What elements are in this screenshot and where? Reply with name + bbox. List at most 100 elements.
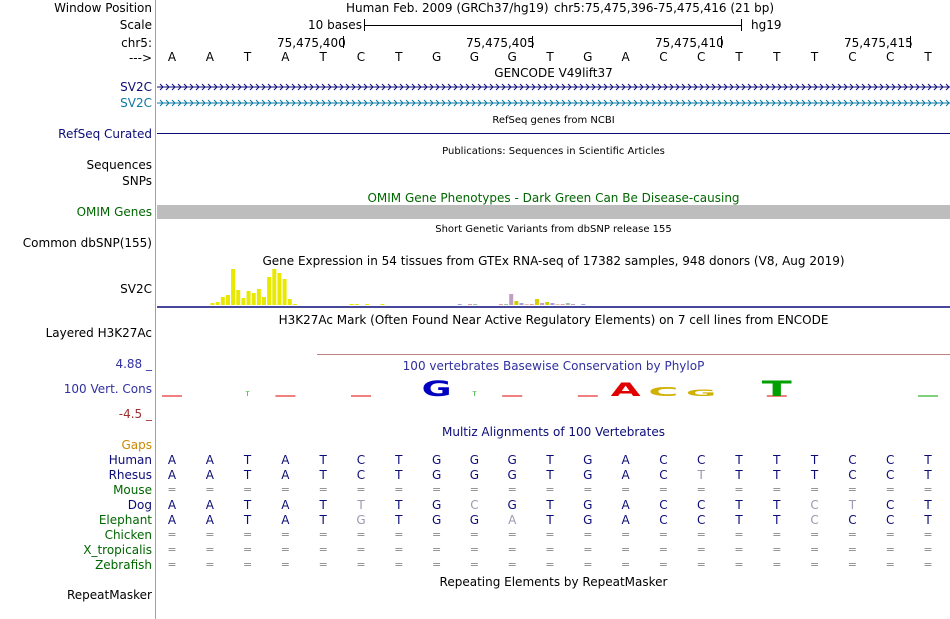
strand-chevron xyxy=(591,83,596,91)
label-cons[interactable]: 100 Vert. Cons xyxy=(63,382,152,396)
species-label[interactable]: Elephant xyxy=(98,513,152,527)
refseq-gene-line[interactable] xyxy=(157,133,950,134)
gtex-tissue-bar[interactable] xyxy=(267,277,272,305)
gtex-tissue-bar[interactable] xyxy=(540,303,545,305)
phylop-logo[interactable]: T TG A C G T xyxy=(157,0,950,420)
species-label[interactable]: Human xyxy=(108,453,152,467)
strand-chevron xyxy=(927,99,932,107)
gtex-tissue-bar[interactable] xyxy=(519,303,524,305)
species-label[interactable]: Dog xyxy=(127,498,152,512)
strand-chevron xyxy=(579,99,584,107)
species-label[interactable]: Rhesus xyxy=(108,468,152,482)
gtex-tissue-bar[interactable] xyxy=(534,299,539,305)
strand-chevron xyxy=(723,83,728,91)
strand-chevron xyxy=(843,83,848,91)
gtex-tissue-bar[interactable] xyxy=(225,295,230,305)
strand-chevron xyxy=(411,83,416,91)
label-snps[interactable]: SNPs xyxy=(122,174,152,188)
gtex-tissue-bar[interactable] xyxy=(457,304,462,305)
strand-chevron xyxy=(423,99,428,107)
gtex-tissue-bar[interactable] xyxy=(215,302,220,305)
strand-chevron xyxy=(729,83,734,91)
strand-chevron xyxy=(909,83,914,91)
gtex-tissue-bar[interactable] xyxy=(220,297,225,305)
strand-chevron xyxy=(303,99,308,107)
alignment-base: = xyxy=(847,528,857,541)
strand-chevron xyxy=(669,99,674,107)
scale-label: 10 bases xyxy=(308,18,362,32)
gtex-tissue-bar[interactable] xyxy=(272,269,277,305)
alignment-base: G xyxy=(469,453,480,467)
label-refseq[interactable]: RefSeq Curated xyxy=(58,127,152,141)
label-omim[interactable]: OMIM Genes xyxy=(76,205,152,219)
gtex-tissue-bar[interactable] xyxy=(468,304,472,305)
gtex-tissue-bar[interactable] xyxy=(236,290,241,305)
gtex-tissue-bar[interactable] xyxy=(210,303,215,305)
species-label[interactable]: Zebrafish xyxy=(95,558,152,572)
gtex-tissue-bar[interactable] xyxy=(262,297,266,305)
gtex-tissue-bar[interactable] xyxy=(292,304,297,305)
gtex-tissue-bar[interactable] xyxy=(524,304,529,305)
gtex-tissue-bar[interactable] xyxy=(504,304,509,305)
gtex-tissue-bar[interactable] xyxy=(509,294,514,305)
gtex-tissue-bar[interactable] xyxy=(498,304,503,305)
label-gtex-sv2c[interactable]: SV2C xyxy=(120,282,152,296)
gtex-tissue-bar[interactable] xyxy=(550,303,555,305)
strand-chevron xyxy=(351,83,356,91)
species-label[interactable]: X_tropicalis xyxy=(83,543,152,557)
alignment-base: G xyxy=(583,453,593,467)
alignment-base: = xyxy=(469,543,479,556)
gtex-tissue-bar[interactable] xyxy=(251,293,256,305)
label-common-dbsnp[interactable]: Common dbSNP(155) xyxy=(22,236,152,250)
gtex-tissue-bar[interactable] xyxy=(529,304,534,305)
strand-chevron xyxy=(807,99,812,107)
label-gaps[interactable]: Gaps xyxy=(121,438,152,452)
alignment-base: = xyxy=(507,483,517,496)
gtex-tissue-bar[interactable] xyxy=(565,303,570,305)
gtex-tissue-bar[interactable] xyxy=(241,298,246,305)
strand-chevron xyxy=(273,83,278,91)
strand-chevron xyxy=(183,99,188,107)
gtex-tissue-bar[interactable] xyxy=(380,304,385,305)
gtex-tissue-bar[interactable] xyxy=(246,291,251,305)
strand-chevron xyxy=(831,83,836,91)
gtex-tissue-bar[interactable] xyxy=(581,304,586,305)
strand-chevron xyxy=(489,83,494,91)
species-label[interactable]: Mouse xyxy=(113,483,152,497)
gtex-tissue-bar[interactable] xyxy=(555,304,560,305)
strand-chevron xyxy=(723,99,728,107)
strand-chevron xyxy=(867,99,872,107)
label-repeatmasker[interactable]: RepeatMasker xyxy=(66,588,152,602)
label-h3k27ac[interactable]: Layered H3K27Ac xyxy=(45,326,152,340)
gtex-chart[interactable] xyxy=(157,0,950,320)
gtex-tissue-bar[interactable] xyxy=(365,304,369,305)
gtex-tissue-bar[interactable] xyxy=(231,269,236,305)
gtex-tissue-bar[interactable] xyxy=(560,304,565,305)
species-label[interactable]: Chicken xyxy=(104,528,152,542)
label-sequences[interactable]: Sequences xyxy=(86,158,152,172)
ruler-tick-label: 75,475,410 xyxy=(655,36,724,50)
alignment-base: = xyxy=(620,528,631,541)
track-image[interactable]: Human Feb. 2009 (GRCh37/hg19) chr5:75,47… xyxy=(157,0,950,619)
alignment-base: = xyxy=(620,558,631,571)
gtex-tissue-bar[interactable] xyxy=(545,302,550,305)
label-gencode-sv2c-alt[interactable]: SV2C xyxy=(120,96,152,110)
strand-chevron xyxy=(747,99,752,107)
strand-chevron xyxy=(735,99,740,107)
omim-bar[interactable] xyxy=(157,205,950,219)
gtex-tissue-bar[interactable] xyxy=(256,289,261,305)
gtex-tissue-bar[interactable] xyxy=(282,279,287,305)
gtex-tissue-bar[interactable] xyxy=(277,273,282,305)
alignment-base: = xyxy=(394,483,404,496)
gtex-tissue-bar[interactable] xyxy=(514,301,519,305)
strand-chevron xyxy=(687,99,692,107)
strand-chevron xyxy=(447,99,452,107)
alignment-base: G xyxy=(583,513,593,527)
gtex-tissue-bar[interactable] xyxy=(287,299,292,305)
label-gencode-sv2c[interactable]: SV2C xyxy=(120,80,152,94)
gtex-tissue-bar[interactable] xyxy=(354,304,359,305)
gtex-tissue-bar[interactable] xyxy=(349,304,354,305)
gene-tracks[interactable] xyxy=(157,0,950,110)
gtex-tissue-bar[interactable] xyxy=(473,304,478,305)
gtex-tissue-bar[interactable] xyxy=(571,304,575,305)
